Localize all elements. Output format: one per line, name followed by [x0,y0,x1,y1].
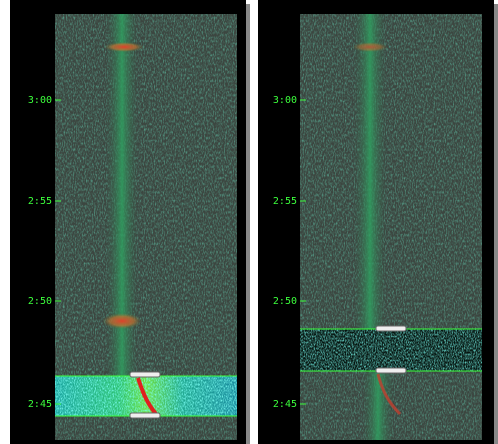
screenshot: 3:00 2:55 2:50 2:45 3:00 2:55 2:50 2:45 [0,0,498,444]
time-label: 2:55 [28,196,52,207]
time-label: 2:50 [273,296,297,307]
signal-blob [352,42,388,52]
signal-blob [102,313,142,329]
band-handle[interactable] [376,368,406,373]
signal-blob [104,42,144,52]
left-panel: 3:00 2:55 2:50 2:45 [10,0,250,444]
band-handle[interactable] [130,372,160,377]
time-label: 2:50 [28,296,52,307]
time-label: 3:00 [28,95,52,106]
signal-streak [352,14,388,330]
time-label: 2:55 [273,196,297,207]
time-label: 2:45 [28,399,52,410]
time-label: 3:00 [273,95,297,106]
band-noise [300,329,482,371]
time-label: 2:45 [273,399,297,410]
band-handle[interactable] [130,413,160,418]
band-handle[interactable] [376,326,406,331]
signal-streak [360,371,396,440]
right-panel: 3:00 2:55 2:50 2:45 [258,0,498,444]
